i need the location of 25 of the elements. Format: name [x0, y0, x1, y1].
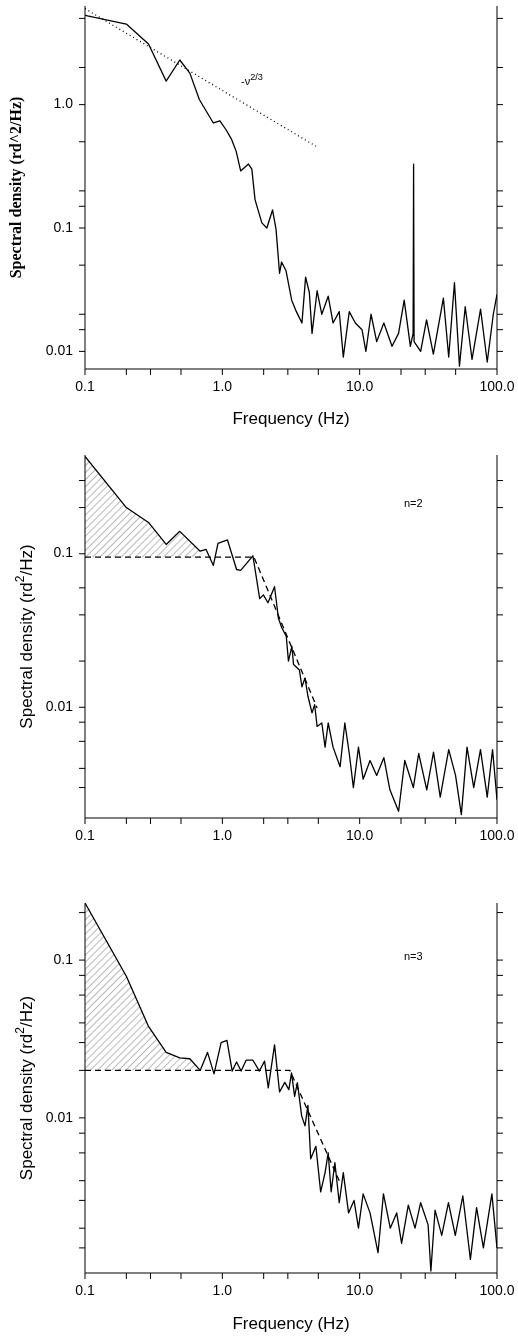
x-tick-label: 1.0	[212, 378, 233, 394]
y-tick-label: 0.1	[53, 218, 74, 235]
y-tick-label: 0.1	[53, 950, 74, 967]
x-tick-label: 1.0	[212, 827, 233, 843]
x-tick-label: 100.0	[479, 378, 515, 394]
x-axis-title: Frequency (Hz)	[232, 1314, 350, 1333]
x-tick-label: 100.0	[479, 1282, 515, 1298]
x-axis-title: Frequency (Hz)	[232, 409, 350, 428]
y-tick-label: 0.01	[45, 1108, 74, 1125]
x-tick-label: 0.1	[75, 1282, 95, 1298]
y-tick-label: 0.01	[45, 342, 74, 359]
x-tick-label: 0.1	[75, 827, 95, 843]
x-tick-label: 10.0	[346, 1282, 374, 1298]
annotation: n=3	[404, 950, 423, 962]
x-tick-label: 100.0	[479, 827, 515, 843]
y-axis-title: Spectral density (rd^2/Hz)	[6, 96, 25, 279]
x-tick-label: 10.0	[346, 378, 374, 394]
annotation: -ν$^{2/3}$	[241, 72, 263, 87]
x-tick-label: 0.1	[75, 378, 95, 394]
x-tick-label: 1.0	[212, 1282, 233, 1298]
y-tick-label: 1.0	[53, 95, 74, 112]
annotation: n=2	[404, 497, 423, 509]
y-tick-label: 0.1	[53, 544, 74, 561]
x-tick-label: 10.0	[346, 827, 374, 843]
y-tick-label: 0.01	[45, 697, 74, 714]
